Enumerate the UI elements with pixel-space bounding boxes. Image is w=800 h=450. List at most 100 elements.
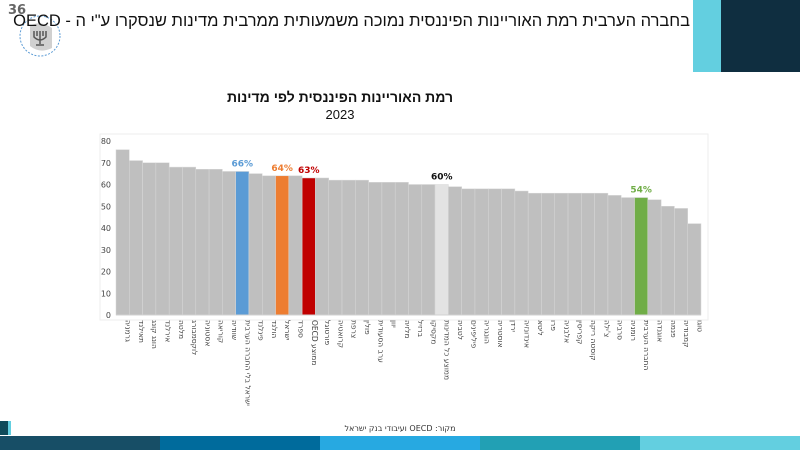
bar [115, 149, 130, 316]
x-tick-label: אסטוניה [203, 320, 212, 346]
data-label: 64% [271, 164, 293, 174]
x-tick-label: ספרד [296, 320, 305, 338]
x-tick-label: פנמה [669, 320, 678, 338]
bar [129, 160, 143, 316]
bar [142, 162, 157, 316]
x-tick-label: אירלנד [164, 320, 173, 342]
bar [195, 169, 210, 316]
x-tick-label: קרואטיה [336, 320, 345, 348]
x-tick-label: קוריאה [217, 320, 226, 343]
bar [687, 223, 702, 316]
data-label: 66% [232, 159, 254, 169]
y-tick-label: 80 [101, 137, 111, 146]
x-tick-label: ישראל בלי החברה הערבית [243, 320, 252, 406]
bar [607, 195, 622, 316]
bar [514, 190, 529, 316]
x-tick-label: מלטה [177, 320, 186, 339]
bar [527, 192, 542, 316]
bar [262, 175, 276, 316]
x-tick-label: שוודיה [230, 320, 239, 340]
x-tick-label: ירדן [509, 320, 518, 332]
x-tick-label: מקסיקו [429, 320, 438, 344]
bar [421, 184, 436, 316]
bar [155, 162, 170, 316]
bar [328, 179, 343, 316]
bar [581, 192, 595, 316]
x-tick-label: לטביה [456, 320, 465, 340]
x-tick-label: ליטא [536, 320, 545, 336]
y-tick-label: 10 [101, 289, 111, 298]
bar [501, 188, 516, 316]
bar [248, 173, 263, 316]
bar [461, 188, 476, 316]
x-tick-label: ממוצע OECD [310, 320, 319, 365]
y-tick-label: 50 [101, 202, 111, 211]
footer-stripe [320, 436, 480, 450]
x-tick-label: ערב הסעודית [376, 320, 385, 363]
chart-subtitle: 2023 [325, 107, 355, 122]
x-tick-label: ממוצע כל המדינות [443, 320, 452, 380]
x-tick-label: לוקסמבורג [190, 320, 199, 355]
header-accent-navy [721, 0, 800, 72]
x-tick-label: אינדונזיה [523, 320, 532, 348]
x-tick-label: אוגנדה [655, 320, 664, 342]
bar [620, 197, 635, 316]
x-tick-label: פינלנד [257, 320, 266, 341]
data-label: 54% [630, 186, 652, 196]
x-tick-label: צ'ילה [602, 320, 611, 337]
x-tick-label: קפריסין [576, 320, 585, 345]
x-tick-label: הונג קונג [150, 320, 159, 349]
x-tick-label: החברה הערבית [642, 320, 651, 371]
bar [488, 188, 502, 316]
bar [541, 192, 555, 316]
bar [208, 169, 223, 316]
chart-title: רמת האוריינות הפיננסית לפי מדינות [226, 89, 454, 105]
x-tick-label: מלזיה [403, 320, 412, 339]
x-tick-label: הולנד [270, 320, 279, 338]
bar [674, 208, 688, 316]
x-tick-label: קוסטה ריקה [589, 320, 598, 361]
slide-title: בחברה הערבית רמת האוריינות הפיננסית נמוכ… [13, 12, 690, 30]
bar-chart: 0 10 20 30 40 50 60 70 80 גרמניה תאילנד הונג קונג אי… [99, 133, 709, 406]
x-tick-label: סרביה [616, 320, 625, 340]
footer-stripe [480, 436, 640, 450]
bar [222, 171, 236, 316]
bar [394, 182, 409, 316]
y-tick-label: 60 [101, 181, 111, 190]
x-tick-label: צרפת [350, 320, 359, 338]
y-tick-label: 40 [101, 224, 111, 233]
bar [315, 177, 329, 316]
y-tick-label: 0 [106, 311, 111, 320]
x-tick-label: פולין [363, 320, 372, 335]
highlight-bar [634, 197, 649, 316]
x-tick-label: הונגריה [483, 320, 492, 344]
bar [288, 175, 303, 316]
header-accent-cyan [693, 0, 721, 72]
bar [368, 182, 383, 316]
y-tick-label: 70 [101, 159, 111, 168]
footer-stripe [0, 436, 160, 450]
data-label: 60% [431, 173, 453, 183]
footer-stripe [160, 436, 320, 450]
highlight-bar [434, 184, 449, 316]
x-tick-label: טוגו [695, 320, 704, 332]
footer-stripe [640, 436, 800, 450]
x-tick-label: פיליפינים [469, 320, 478, 349]
plot-frame [99, 133, 709, 321]
x-tick-label: אוסטריה [496, 320, 505, 348]
x-tick-label: רומניה [629, 320, 638, 341]
bar [567, 192, 582, 316]
highlight-bar [235, 171, 250, 316]
bar [554, 192, 569, 316]
bar [647, 199, 662, 316]
x-tick-label: אלבניה [562, 320, 571, 343]
data-label: 63% [298, 166, 320, 176]
x-tick-label: פרו [549, 320, 558, 331]
slide-number: 36 [8, 3, 27, 18]
bar [660, 206, 675, 316]
y-tick-label: 30 [101, 246, 111, 255]
bar [594, 192, 609, 316]
source-note: מקור: OECD ועיבודי בנק ישראל [344, 424, 456, 433]
bar [341, 179, 356, 316]
x-tick-label: יוון [390, 320, 399, 328]
